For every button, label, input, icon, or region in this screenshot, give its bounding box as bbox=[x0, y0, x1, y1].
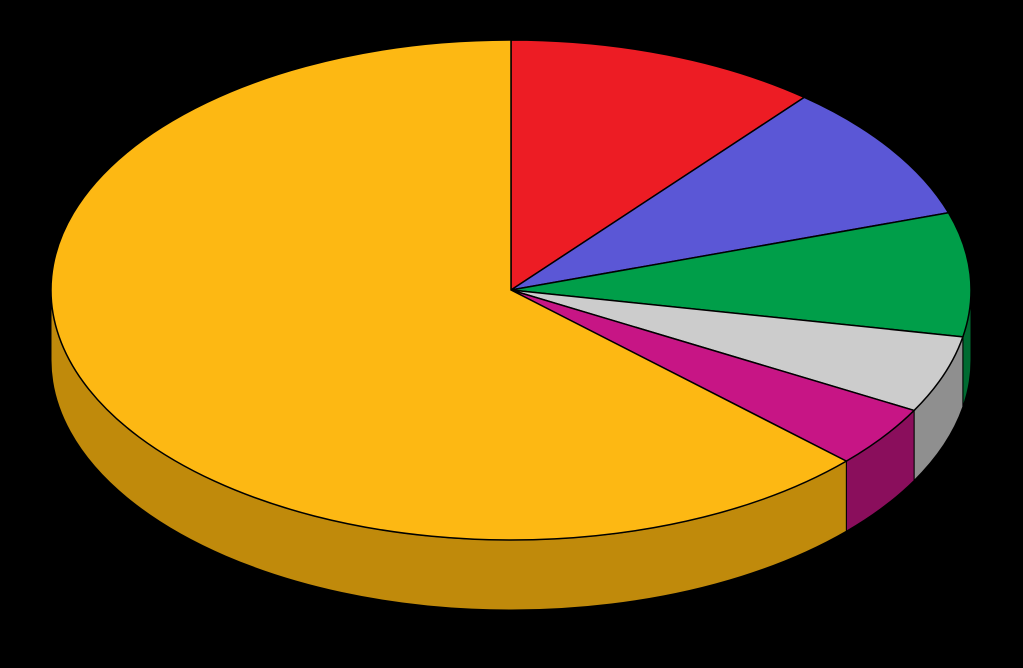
pie-top bbox=[51, 40, 971, 540]
pie-svg bbox=[0, 0, 1023, 663]
pie-chart-3d bbox=[0, 0, 1023, 663]
